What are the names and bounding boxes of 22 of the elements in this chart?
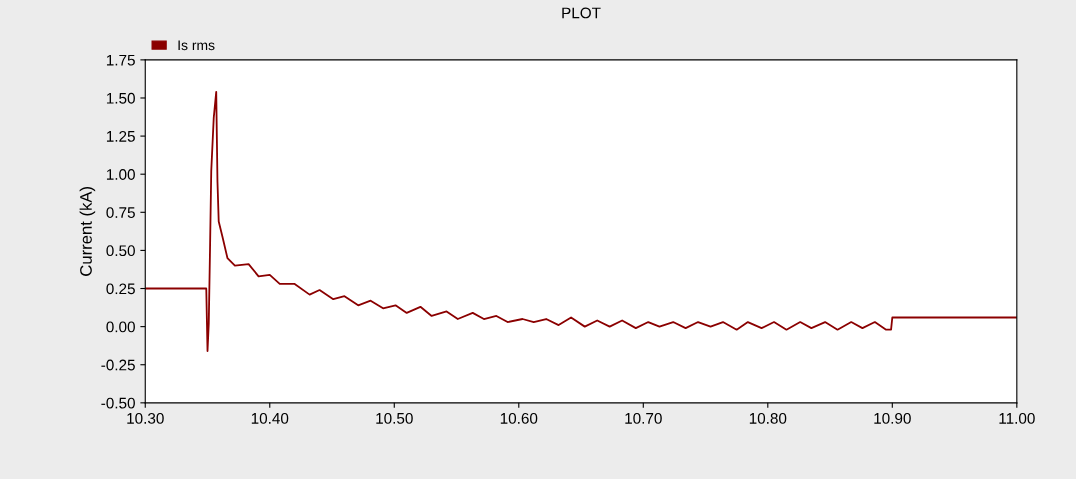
chart-title: PLOT xyxy=(562,7,601,19)
y-tick-label: 0.25 xyxy=(106,283,135,295)
x-tick-label: 10.50 xyxy=(376,412,413,424)
x-tick-label: 10.70 xyxy=(625,412,662,424)
y-tick-label: 1.25 xyxy=(106,130,135,142)
x-tick-label: 11.00 xyxy=(999,412,1035,424)
y-tick-label: 1.50 xyxy=(106,92,135,104)
x-tick-label: 10.30 xyxy=(127,412,164,424)
x-tick-label: 10.60 xyxy=(500,412,538,424)
y-tick-label: -0.50 xyxy=(101,397,135,409)
y-tick-label: 0.75 xyxy=(106,207,135,218)
y-tick-label: -0.25 xyxy=(101,359,135,371)
y-tick-label: 1.00 xyxy=(106,169,135,180)
y-axis-title: Current (kA) xyxy=(79,187,96,276)
x-tick-label: 10.90 xyxy=(874,412,911,424)
line-series xyxy=(145,90,1017,352)
y-tick-label: 1.75 xyxy=(106,54,135,66)
y-tick-label: 0.50 xyxy=(106,245,135,257)
x-tick-label: 10.80 xyxy=(749,412,787,424)
legend-label: Is rms xyxy=(178,40,215,51)
y-tick-label: 0.00 xyxy=(106,321,135,333)
x-tick-label: 10.40 xyxy=(251,412,289,424)
